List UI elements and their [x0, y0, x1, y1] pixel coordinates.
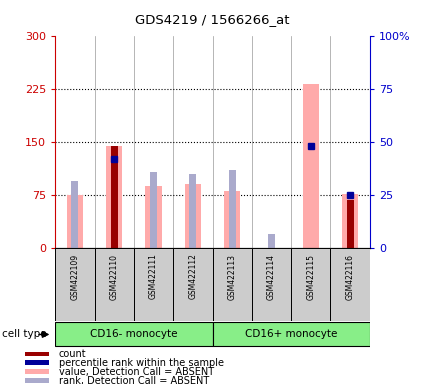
Bar — [184, 184, 201, 248]
Text: GSM422109: GSM422109 — [71, 253, 79, 300]
Text: count: count — [59, 349, 87, 359]
Bar — [268, 233, 275, 248]
Text: GSM422111: GSM422111 — [149, 253, 158, 300]
Text: GSM422113: GSM422113 — [228, 253, 237, 300]
Text: CD16+ monocyte: CD16+ monocyte — [245, 329, 337, 339]
Bar — [110, 165, 118, 248]
Bar — [150, 172, 157, 248]
Bar — [331, 248, 370, 321]
Text: GSM422112: GSM422112 — [188, 253, 197, 300]
Text: rank, Detection Call = ABSENT: rank, Detection Call = ABSENT — [59, 376, 209, 384]
Text: GSM422116: GSM422116 — [346, 253, 354, 300]
Bar — [67, 195, 83, 248]
Text: GSM422110: GSM422110 — [110, 253, 119, 300]
Text: GSM422115: GSM422115 — [306, 253, 315, 300]
Bar — [229, 170, 236, 248]
Bar — [25, 379, 49, 382]
Bar — [212, 322, 370, 346]
Bar — [173, 248, 212, 321]
Bar — [134, 248, 173, 321]
Bar — [212, 248, 252, 321]
Bar — [252, 248, 291, 321]
Bar — [342, 194, 358, 248]
Bar — [110, 146, 118, 248]
Bar — [106, 146, 122, 248]
Bar — [71, 181, 79, 248]
Bar — [303, 84, 319, 248]
Bar — [94, 248, 134, 321]
Text: cell type: cell type — [2, 329, 47, 339]
Bar — [291, 248, 331, 321]
Bar — [25, 351, 49, 356]
Text: GSM422114: GSM422114 — [267, 253, 276, 300]
Bar — [224, 191, 241, 248]
Bar — [55, 322, 212, 346]
Bar — [145, 186, 162, 248]
Bar — [189, 174, 196, 248]
Text: value, Detection Call = ABSENT: value, Detection Call = ABSENT — [59, 367, 214, 377]
Bar — [346, 200, 354, 248]
Bar — [55, 248, 94, 321]
Text: GDS4219 / 1566266_at: GDS4219 / 1566266_at — [135, 13, 290, 26]
Bar — [25, 369, 49, 374]
Text: percentile rank within the sample: percentile rank within the sample — [59, 358, 224, 367]
Text: CD16- monocyte: CD16- monocyte — [90, 329, 178, 339]
Bar — [25, 361, 49, 365]
